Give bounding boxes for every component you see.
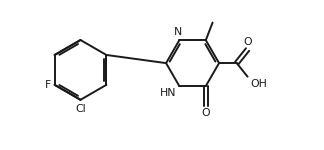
Text: OH: OH <box>250 79 267 89</box>
Text: N: N <box>173 27 182 37</box>
Text: F: F <box>45 80 51 90</box>
Text: Cl: Cl <box>75 104 86 114</box>
Text: O: O <box>243 37 252 47</box>
Text: HN: HN <box>159 88 176 98</box>
Text: O: O <box>202 108 210 119</box>
